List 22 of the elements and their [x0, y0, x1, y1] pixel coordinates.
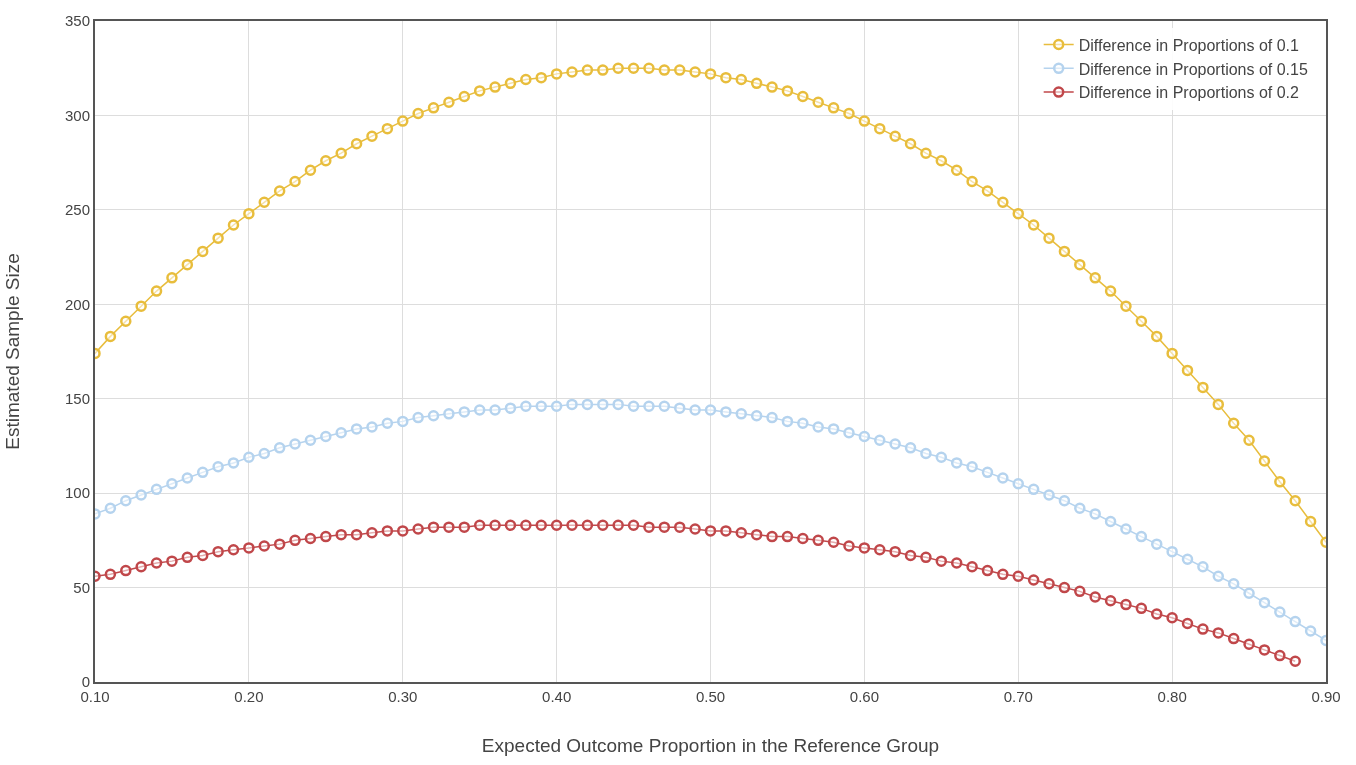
x-tick-label: 0.30 [388, 688, 418, 705]
y-axis-title: Estimated Sample Size [2, 253, 24, 450]
y-tick-label: 150 [64, 389, 90, 407]
legend-label: Difference in Proportions of 0.15 [1078, 60, 1308, 78]
legend-label: Difference in Proportions of 0.1 [1078, 36, 1300, 54]
x-tick-label: 0.10 [80, 688, 110, 705]
y-tick-label: 300 [64, 106, 90, 124]
x-tick-label: 0.70 [1003, 688, 1033, 705]
legend-label: Difference in Proportions of 0.2 [1078, 84, 1300, 102]
x-tick-label: 0.80 [1157, 688, 1187, 705]
y-tick-label: 50 [73, 578, 90, 596]
y-tick-label: 200 [64, 295, 90, 313]
y-tick-label: 0 [81, 673, 90, 691]
x-tick-label: 0.90 [1311, 688, 1341, 705]
x-tick-label: 0.20 [234, 688, 264, 705]
x-axis-title: Expected Outcome Proportion in the Reference Group [481, 735, 940, 757]
y-tick-label: 250 [64, 201, 90, 219]
y-tick-label: 350 [64, 12, 90, 30]
x-tick-label: 0.50 [695, 688, 726, 705]
x-tick-label: 0.60 [849, 688, 879, 705]
x-tick-label: 0.40 [542, 688, 572, 705]
y-tick-label: 100 [64, 484, 90, 502]
